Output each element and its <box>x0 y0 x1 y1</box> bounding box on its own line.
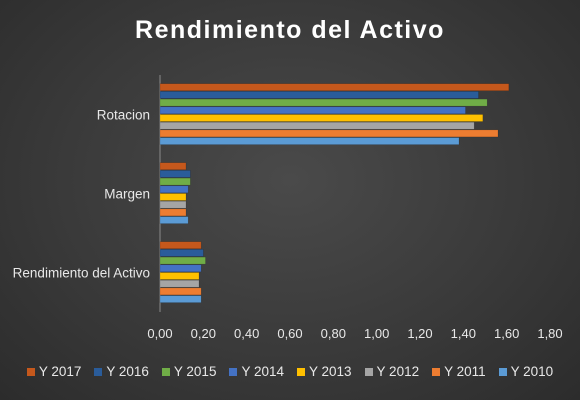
legend-swatch <box>498 367 507 376</box>
bar <box>159 106 466 115</box>
x-tick-label: 1,20 <box>407 326 432 341</box>
legend-swatch <box>94 367 103 376</box>
legend-label: Y 2013 <box>309 364 352 379</box>
x-tick-label: 1,40 <box>451 326 476 341</box>
chart-plot-area: 0,00 0,20 0,40 0,60 0,80 1,00 1,20 1,40 1,60 1,80… <box>13 75 563 341</box>
bar <box>159 121 475 130</box>
x-tick-label: 0,80 <box>321 326 346 341</box>
bar <box>159 137 460 145</box>
chart-title: Rendimiento del Activo <box>135 16 445 44</box>
bar <box>159 83 510 91</box>
legend-label: Y 2016 <box>106 364 149 379</box>
bar <box>159 162 187 170</box>
legend-label: Y 2011 <box>444 364 486 379</box>
legend-swatch <box>26 367 35 376</box>
legend-label: Y 2012 <box>376 364 420 379</box>
bar <box>159 287 202 296</box>
x-tick-label: 0,20 <box>191 326 216 341</box>
legend-label: Y 2017 <box>38 364 82 379</box>
legend-item: Y 2014 <box>229 364 284 379</box>
bar <box>159 98 488 107</box>
category-label: Margen <box>104 187 150 202</box>
bar <box>159 91 479 99</box>
legend-item: Y 2013 <box>297 364 352 379</box>
x-tick-label: 1,60 <box>494 326 519 341</box>
legend-label: Y 2015 <box>173 364 217 379</box>
legend-item: Y 2017 <box>26 364 82 379</box>
bar <box>159 208 187 217</box>
x-tick-label: 0,60 <box>277 326 302 341</box>
x-tick-label: 0,40 <box>234 326 259 341</box>
x-tick-label: 0,00 <box>147 326 172 341</box>
legend-item: Y 2011 <box>432 364 486 379</box>
bar <box>159 216 189 224</box>
bar <box>159 200 187 209</box>
bar <box>159 241 202 249</box>
legend-swatch <box>229 367 238 376</box>
category-label: Rendimiento del Activo <box>13 266 150 281</box>
bar <box>159 279 200 288</box>
legend-item: Y 2010 <box>498 364 554 379</box>
bar <box>159 264 202 273</box>
category-label: Rotacion <box>97 108 150 123</box>
legend-item: Y 2012 <box>364 364 420 379</box>
legend-label: Y 2014 <box>241 364 284 379</box>
bar <box>159 170 191 178</box>
chart-legend: Y 2017 Y 2016 Y 2015 Y 2014 Y 2013 Y 2012 Y 20… <box>0 364 580 379</box>
bar <box>159 249 204 257</box>
legend-item: Y 2015 <box>161 364 217 379</box>
x-tick-label: 1,00 <box>364 326 389 341</box>
bar <box>159 129 499 138</box>
legend-item: Y 2016 <box>94 364 149 379</box>
bar <box>159 295 202 303</box>
legend-swatch <box>297 367 305 376</box>
bar <box>159 256 206 265</box>
x-tick-label: 1,80 <box>537 326 562 341</box>
bar <box>159 185 189 194</box>
legend-swatch <box>161 367 170 376</box>
bar <box>159 193 187 201</box>
legend-swatch <box>364 367 373 376</box>
legend-label: Y 2010 <box>510 364 554 379</box>
legend-swatch <box>432 367 441 376</box>
bar <box>159 114 484 122</box>
bar <box>159 177 191 186</box>
bar <box>159 272 200 280</box>
